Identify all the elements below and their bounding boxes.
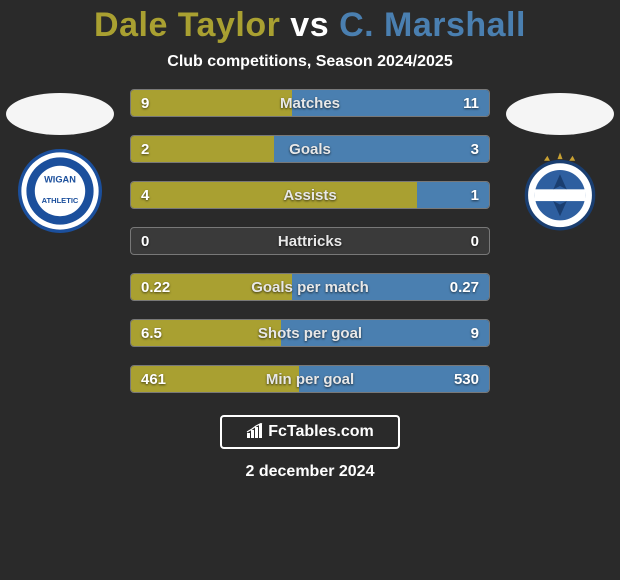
- stat-label: Matches: [131, 90, 489, 117]
- date-label: 2 december 2024: [0, 463, 620, 481]
- stat-row: 461530Min per goal: [130, 365, 490, 393]
- club-badge-right: [518, 149, 602, 233]
- stat-label: Assists: [131, 182, 489, 209]
- stat-label: Goals per match: [131, 274, 489, 301]
- comparison-title: Dale Taylor vs C. Marshall: [0, 6, 620, 45]
- player-photo-left: [6, 93, 114, 135]
- player-photo-right: [506, 93, 614, 135]
- stat-row: 41Assists: [130, 181, 490, 209]
- stat-label: Shots per goal: [131, 320, 489, 347]
- chart-icon: [246, 423, 264, 442]
- svg-text:ATHLETIC: ATHLETIC: [42, 196, 79, 205]
- brand-label: FcTables.com: [268, 423, 374, 441]
- subtitle: Club competitions, Season 2024/2025: [0, 53, 620, 71]
- stat-row: 0.220.27Goals per match: [130, 273, 490, 301]
- stat-row: 23Goals: [130, 135, 490, 163]
- stat-label: Min per goal: [131, 366, 489, 393]
- svg-text:WIGAN: WIGAN: [44, 175, 76, 185]
- stats-list: 911Matches 23Goals 41Assists 00Hattricks 0.2…: [130, 89, 490, 393]
- club-badge-left: WIGAN ATHLETIC: [18, 149, 102, 233]
- main-area: WIGAN ATHLETIC 911Matches 23Goals 41Assist…: [0, 89, 620, 393]
- stat-row: 00Hattricks: [130, 227, 490, 255]
- stat-label: Goals: [131, 136, 489, 163]
- brand-box: FcTables.com: [220, 415, 400, 449]
- stat-label: Hattricks: [131, 228, 489, 255]
- stat-row: 911Matches: [130, 89, 490, 117]
- stat-row: 6.59Shots per goal: [130, 319, 490, 347]
